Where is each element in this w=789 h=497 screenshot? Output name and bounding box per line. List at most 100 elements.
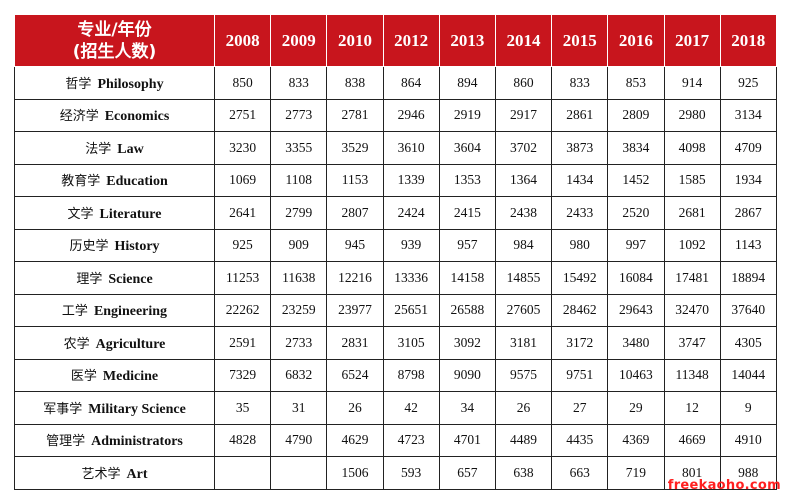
value-cell: 11638 — [270, 261, 328, 295]
major-name-zh: 工学 — [61, 304, 88, 320]
value-cell: 850 — [213, 66, 272, 100]
value-cell: 4435 — [551, 423, 609, 457]
value-cell: 2831 — [326, 326, 384, 360]
value-cell: 23977 — [326, 293, 384, 327]
table-body: 哲学 Philosophy 850 833 838 864 894 860 833 853 914 9… — [14, 66, 777, 490]
major-name-en: Art — [126, 466, 148, 482]
major-cell: 哲学 Philosophy — [14, 66, 215, 100]
value-cell: 3480 — [607, 326, 665, 360]
table-row: 教育学 Education 1069 1108 1153 1339 1353 1364 1434… — [14, 163, 777, 197]
value-cell: 3230 — [213, 131, 272, 165]
major-cell: 教育学 Education — [14, 163, 215, 197]
value-cell: 4629 — [326, 423, 384, 457]
value-cell: 1339 — [382, 163, 440, 197]
value-cell: 853 — [607, 66, 665, 100]
value-cell: 2591 — [213, 326, 272, 360]
value-cell: 914 — [663, 66, 721, 100]
major-cell: 法学 Law — [14, 131, 215, 165]
value-cell: 15492 — [551, 261, 609, 295]
major-name-zh: 教育学 — [61, 174, 101, 190]
table-row: 工学 Engineering 22262 23259 23977 25651 26588 27… — [14, 293, 777, 327]
major-name-zh: 管理学 — [46, 434, 86, 450]
watermark: freekaoho.com — [667, 478, 781, 493]
value-cell: 1153 — [326, 163, 384, 197]
major-name-en: Engineering — [93, 304, 168, 320]
header-year-cell: 2018 — [719, 14, 777, 67]
value-cell: 28462 — [551, 293, 609, 327]
value-cell: 3610 — [382, 131, 440, 165]
table-header: 专业/年份 (招生人数) 2008 2009 2010 2012 2013 2014 201… — [14, 14, 777, 67]
value-cell: 4701 — [438, 423, 496, 457]
major-name-zh: 医学 — [70, 369, 97, 385]
value-cell: 16084 — [607, 261, 665, 295]
value-cell: 4369 — [607, 423, 665, 457]
value-cell: 11253 — [213, 261, 272, 295]
major-name-zh: 经济学 — [59, 109, 99, 125]
value-cell: 663 — [551, 456, 609, 490]
value-cell: 27605 — [494, 293, 553, 327]
value-cell: 14044 — [719, 358, 777, 392]
value-cell: 4305 — [719, 326, 777, 360]
value-cell: 2520 — [607, 196, 665, 230]
value-cell: 657 — [438, 456, 496, 490]
value-cell: 35 — [213, 391, 272, 425]
value-cell: 27 — [551, 391, 609, 425]
value-cell: 1364 — [494, 163, 553, 197]
value-cell: 2424 — [382, 196, 440, 230]
value-cell: 593 — [382, 456, 440, 490]
value-cell: 719 — [607, 456, 665, 490]
value-cell: 2681 — [663, 196, 721, 230]
value-cell: 11348 — [663, 358, 721, 392]
value-cell: 3529 — [326, 131, 384, 165]
value-cell: 34 — [438, 391, 496, 425]
value-cell: 2438 — [494, 196, 553, 230]
major-name-en: Science — [108, 271, 153, 287]
major-name-zh: 文学 — [67, 206, 94, 222]
value-cell: 2799 — [270, 196, 328, 230]
value-cell: 3181 — [494, 326, 553, 360]
value-cell: 860 — [494, 66, 553, 100]
value-cell: 4723 — [382, 423, 440, 457]
major-name-zh: 军事学 — [43, 401, 83, 417]
value-cell: 909 — [270, 228, 328, 262]
value-cell: 984 — [494, 228, 553, 262]
major-name-en: Education — [106, 174, 168, 190]
value-cell: 42 — [382, 391, 440, 425]
value-cell: 9090 — [438, 358, 496, 392]
value-cell: 1143 — [719, 228, 777, 262]
value-cell: 3834 — [607, 131, 665, 165]
major-cell: 理学 Science — [14, 261, 215, 295]
value-cell: 23259 — [270, 293, 328, 327]
value-cell: 1934 — [719, 163, 777, 197]
major-cell: 艺术学 Art — [14, 456, 215, 490]
table-row: 医学 Medicine 7329 6832 6524 8798 9090 9575 9751 10… — [14, 358, 777, 392]
value-cell: 3134 — [719, 98, 777, 132]
major-cell: 工学 Engineering — [14, 293, 215, 327]
value-cell: 2807 — [326, 196, 384, 230]
value-cell — [213, 456, 272, 490]
value-cell: 3702 — [494, 131, 553, 165]
value-cell: 2946 — [382, 98, 440, 132]
major-cell: 医学 Medicine — [14, 358, 215, 392]
table-row: 经济学 Economics 2751 2773 2781 2946 2919 2917 2861… — [14, 98, 777, 132]
value-cell: 2809 — [607, 98, 665, 132]
table-row: 文学 Literature 2641 2799 2807 2424 2415 2438 2433… — [14, 196, 777, 230]
value-cell: 2781 — [326, 98, 384, 132]
value-cell: 32470 — [663, 293, 721, 327]
header-major-line2: (招生人数) — [72, 41, 157, 62]
value-cell: 1353 — [438, 163, 496, 197]
major-name-en: History — [114, 239, 160, 255]
major-name-zh: 理学 — [76, 271, 103, 287]
value-cell: 18894 — [719, 261, 777, 295]
value-cell: 801 — [663, 456, 721, 490]
value-cell: 14158 — [438, 261, 496, 295]
major-name-en: Military Science — [88, 401, 186, 417]
value-cell: 10463 — [607, 358, 665, 392]
value-cell: 4828 — [213, 423, 272, 457]
major-name-en: Medicine — [102, 369, 159, 385]
value-cell — [270, 456, 328, 490]
value-cell: 26 — [494, 391, 553, 425]
major-cell: 经济学 Economics — [14, 98, 215, 132]
header-year-cell: 2013 — [438, 14, 496, 67]
value-cell: 13336 — [382, 261, 440, 295]
